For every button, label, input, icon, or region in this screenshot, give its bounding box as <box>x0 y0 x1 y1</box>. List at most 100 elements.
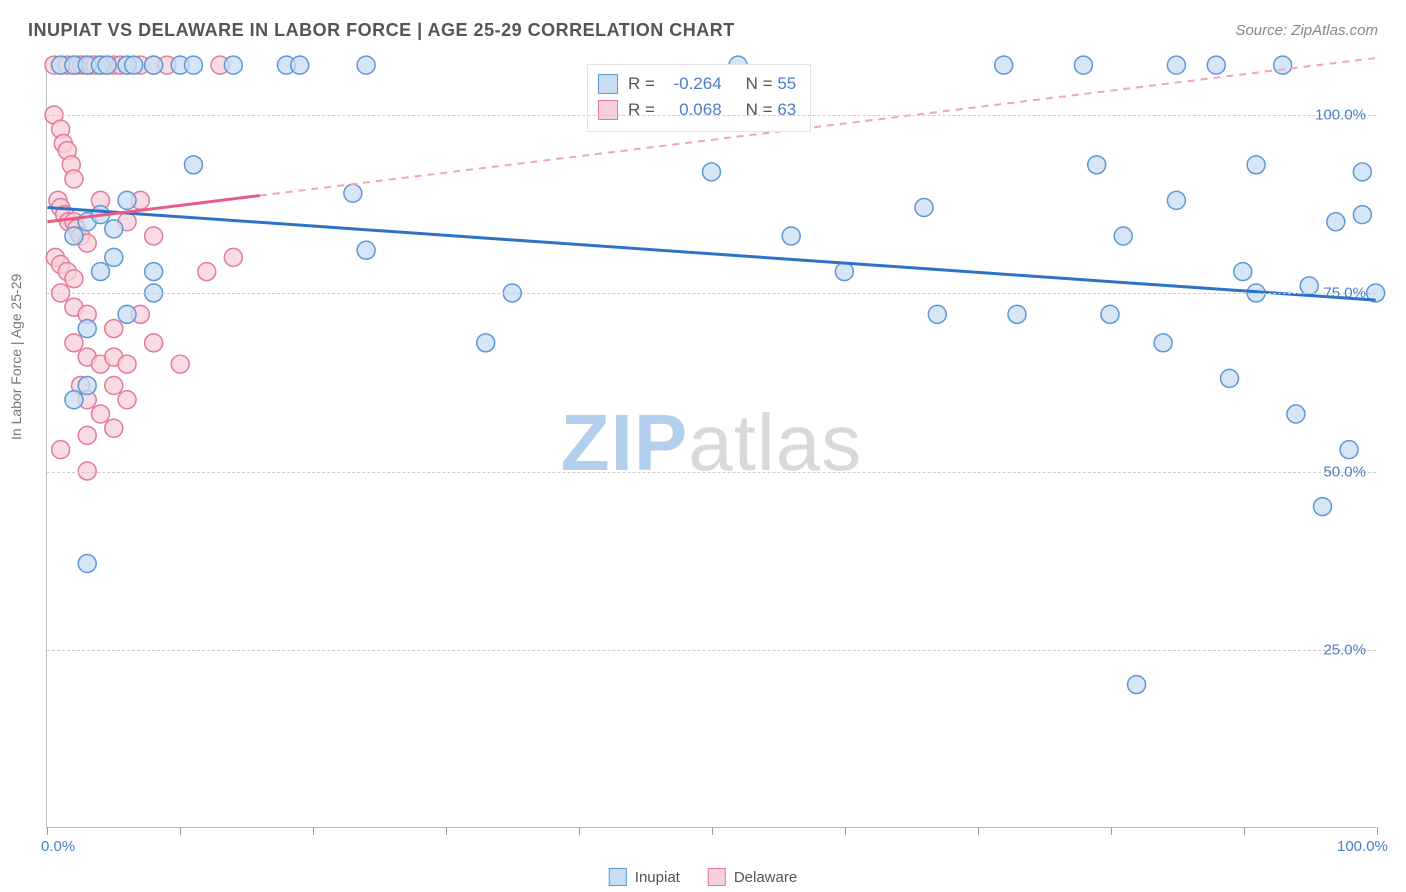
data-point <box>145 227 163 245</box>
data-point <box>1274 56 1292 74</box>
x-tick-mark <box>180 827 181 835</box>
data-point <box>928 305 946 323</box>
data-point <box>52 441 70 459</box>
x-tick-mark <box>1244 827 1245 835</box>
y-axis-label: In Labor Force | Age 25-29 <box>8 274 24 440</box>
data-point <box>1221 369 1239 387</box>
y-tick-label: 25.0% <box>1323 641 1366 658</box>
data-point <box>1101 305 1119 323</box>
data-point <box>1114 227 1132 245</box>
data-point <box>1247 156 1265 174</box>
data-point <box>184 56 202 74</box>
data-point <box>184 156 202 174</box>
data-point <box>782 227 800 245</box>
plot-area: ZIPatlas R = -0.264N = 55R = 0.068N = 63… <box>46 58 1376 828</box>
data-point <box>118 355 136 373</box>
data-point <box>344 184 362 202</box>
data-point <box>1287 405 1305 423</box>
data-point <box>357 56 375 74</box>
legend-item: Inupiat <box>609 868 680 886</box>
legend-n: N = 55 <box>746 71 797 97</box>
x-tick-mark <box>47 827 48 835</box>
data-point <box>65 334 83 352</box>
x-tick-mark <box>579 827 580 835</box>
gridline <box>47 293 1376 294</box>
y-tick-label: 50.0% <box>1323 463 1366 480</box>
data-point <box>1008 305 1026 323</box>
data-point <box>1074 56 1092 74</box>
data-point <box>105 220 123 238</box>
gridline <box>47 115 1376 116</box>
data-point <box>171 355 189 373</box>
data-point <box>224 248 242 266</box>
data-point <box>65 391 83 409</box>
legend-r: R = 0.068 <box>628 97 722 123</box>
data-point <box>105 377 123 395</box>
x-tick-mark <box>1377 827 1378 835</box>
legend-row: R = -0.264 N = 55 <box>598 71 796 97</box>
legend-item: Delaware <box>708 868 797 886</box>
data-point <box>1327 213 1345 231</box>
data-point <box>703 163 721 181</box>
data-point <box>118 191 136 209</box>
x-tick-mark <box>313 827 314 835</box>
gridline <box>47 472 1376 473</box>
data-point <box>1300 277 1318 295</box>
data-point <box>1207 56 1225 74</box>
data-point <box>1234 263 1252 281</box>
data-point <box>224 56 242 74</box>
data-point <box>92 405 110 423</box>
legend-swatch <box>598 100 618 120</box>
data-point <box>105 248 123 266</box>
data-point <box>78 320 96 338</box>
y-tick-label: 75.0% <box>1323 285 1366 302</box>
legend-n: N = 63 <box>746 97 797 123</box>
data-point <box>65 227 83 245</box>
data-point <box>915 199 933 217</box>
legend-label: Inupiat <box>635 869 680 886</box>
data-point <box>78 555 96 573</box>
chart-svg <box>47 58 1376 827</box>
data-point <box>1088 156 1106 174</box>
legend-r: R = -0.264 <box>628 71 722 97</box>
y-tick-label: 100.0% <box>1315 107 1366 124</box>
data-point <box>145 334 163 352</box>
data-point <box>1128 676 1146 694</box>
x-tick-mark <box>1111 827 1112 835</box>
data-point <box>1167 56 1185 74</box>
legend-swatch <box>598 74 618 94</box>
legend-row: R = 0.068 N = 63 <box>598 97 796 123</box>
data-point <box>65 170 83 188</box>
x-tick-label: 100.0% <box>1337 838 1388 855</box>
gridline <box>47 650 1376 651</box>
data-point <box>198 263 216 281</box>
data-point <box>78 426 96 444</box>
data-point <box>118 305 136 323</box>
x-tick-mark <box>446 827 447 835</box>
data-point <box>145 263 163 281</box>
data-point <box>125 56 143 74</box>
data-point <box>118 391 136 409</box>
data-point <box>78 377 96 395</box>
data-point <box>105 320 123 338</box>
data-point <box>65 270 83 288</box>
data-point <box>995 56 1013 74</box>
legend-swatch <box>708 868 726 886</box>
legend-swatch <box>609 868 627 886</box>
data-point <box>477 334 495 352</box>
data-point <box>1353 163 1371 181</box>
data-point <box>291 56 309 74</box>
x-tick-mark <box>978 827 979 835</box>
data-point <box>835 263 853 281</box>
data-point <box>1353 206 1371 224</box>
data-point <box>357 241 375 259</box>
data-point <box>92 263 110 281</box>
data-point <box>1167 191 1185 209</box>
data-point <box>145 56 163 74</box>
x-tick-mark <box>712 827 713 835</box>
legend-label: Delaware <box>734 869 797 886</box>
x-tick-label: 0.0% <box>41 838 75 855</box>
data-point <box>1340 441 1358 459</box>
data-point <box>1314 498 1332 516</box>
stats-legend: R = -0.264 N = 55 R = 0.068 N = 63 <box>587 64 811 132</box>
